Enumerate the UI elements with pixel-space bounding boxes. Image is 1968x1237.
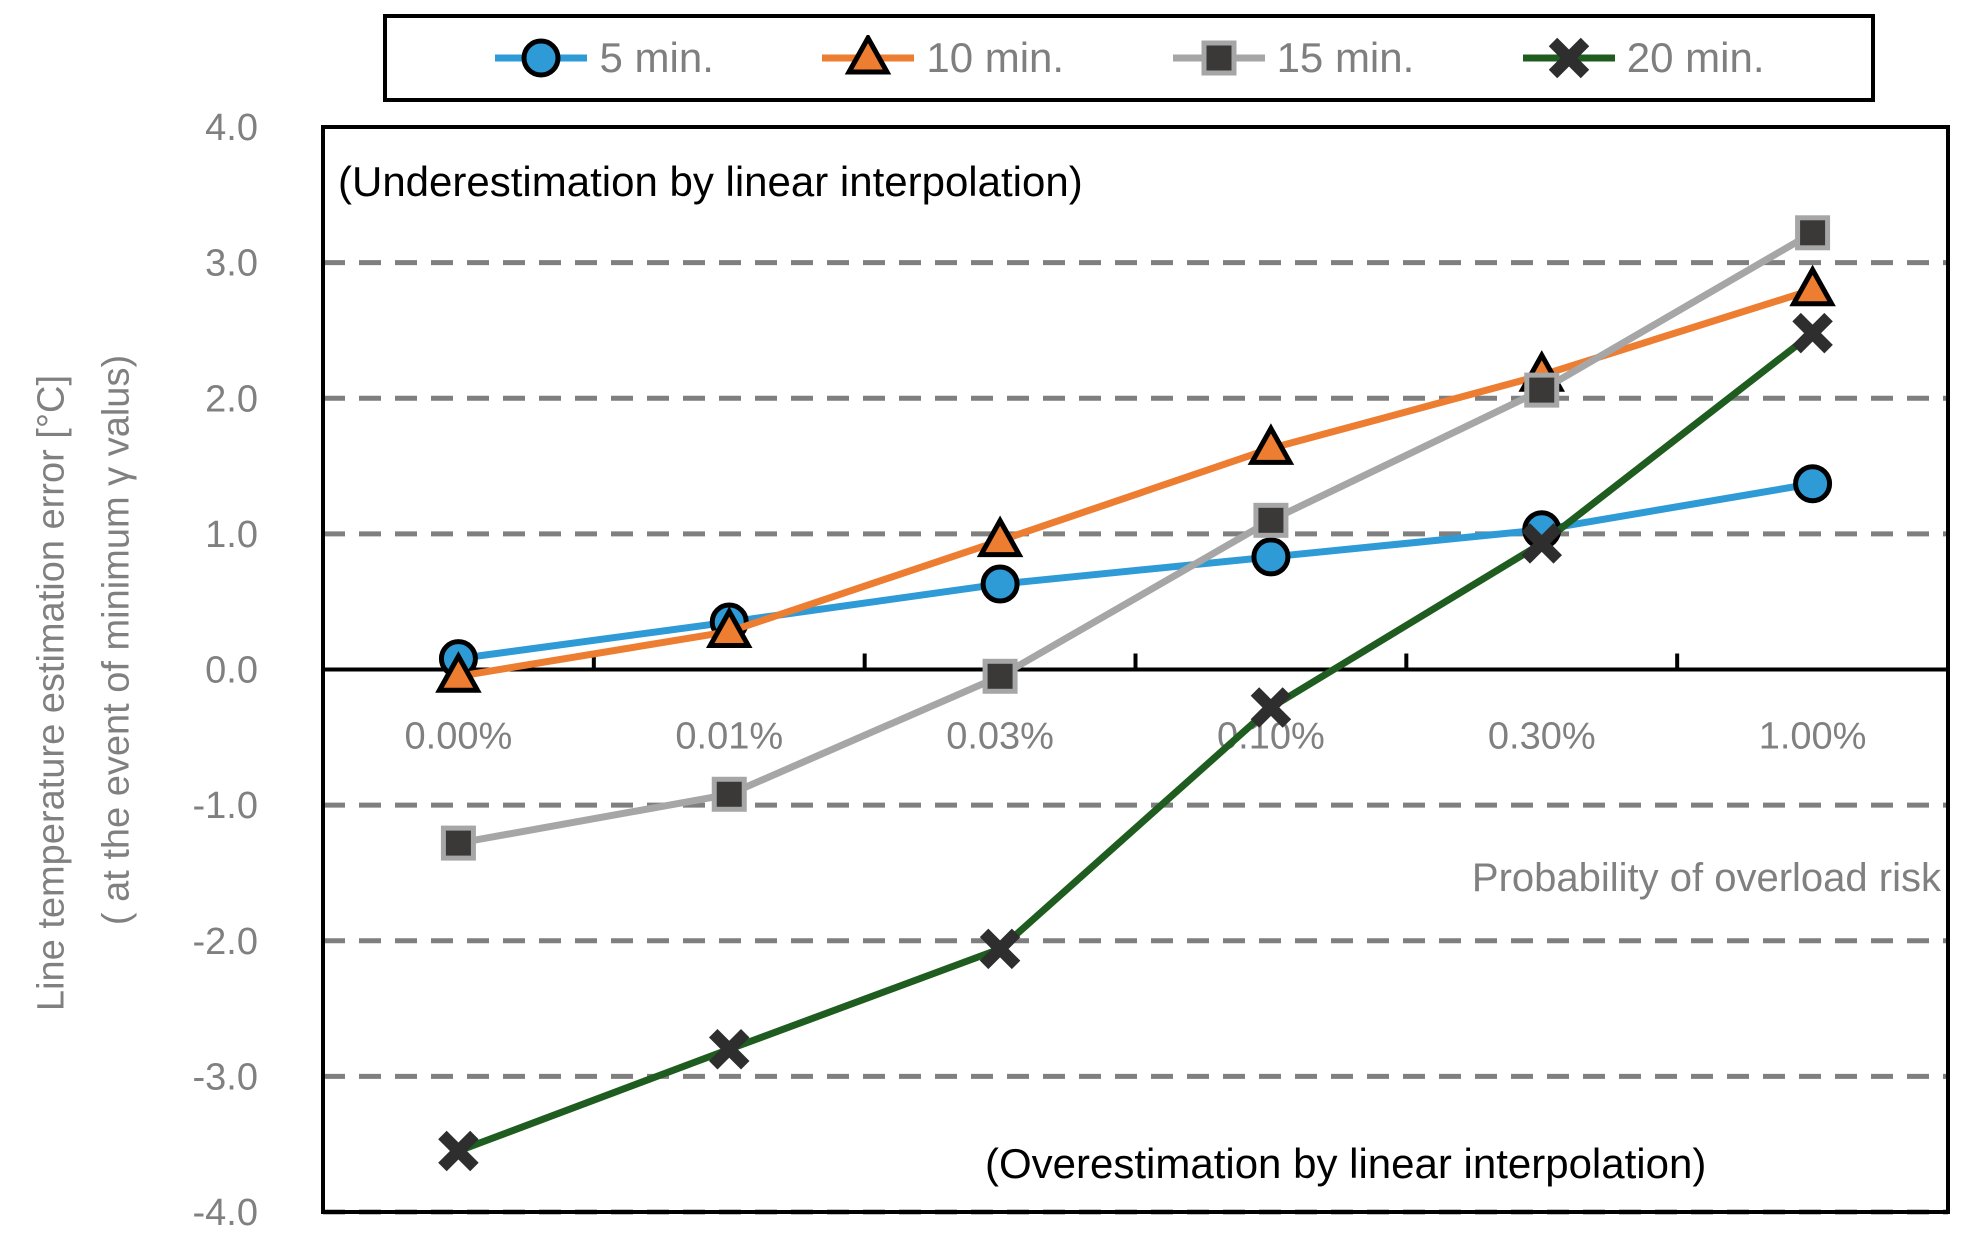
marker-x <box>438 1130 479 1172</box>
marker-square <box>1524 372 1560 408</box>
x-legend-icon <box>1522 37 1615 79</box>
marker-triangle <box>1789 264 1836 307</box>
legend-label: 5 min. <box>599 34 714 81</box>
square-legend-icon <box>1172 40 1265 76</box>
y-tick-label: -3.0 <box>193 1056 258 1098</box>
marker-square <box>982 658 1018 694</box>
y-tick-label: -2.0 <box>193 921 258 963</box>
series-line-x <box>457 330 1815 1155</box>
y-tick-label: 2.0 <box>205 378 258 420</box>
marker-triangle <box>1247 423 1295 465</box>
x-tick-label: 1.00% <box>1759 716 1867 758</box>
x-axis-title: Probability of overload risk <box>1471 856 1941 900</box>
marker-triangle <box>976 515 1024 558</box>
series-line-circle <box>457 480 1814 663</box>
annotation-underestimation: (Underestimation by linear interpolation… <box>338 158 1083 205</box>
y-tick-label: 1.0 <box>205 514 258 556</box>
marker-circle <box>980 564 1020 604</box>
triangle-legend-icon <box>822 35 915 75</box>
x-tick-label: 0.30% <box>1488 716 1596 758</box>
marker-square <box>440 825 476 861</box>
marker-x <box>1548 37 1590 79</box>
marker-triangle <box>845 35 892 75</box>
y-tick-label: 0.0 <box>205 650 258 692</box>
marker-circle <box>1251 537 1291 577</box>
legend-item-5-min-: 5 min. <box>493 34 714 82</box>
marker-x <box>1792 312 1833 354</box>
marker-square <box>1201 40 1237 76</box>
x-tick-label: 0.03% <box>946 716 1054 758</box>
legend: 5 min. 10 min. 15 min. 20 min. <box>383 14 1875 102</box>
marker-square <box>711 776 747 812</box>
legend-label: 20 min. <box>1626 34 1765 81</box>
annotation-overestimation: (Overestimation by linear interpolation) <box>985 1140 1707 1187</box>
y-axis-title-line1: Line temperature estimation error [°C] <box>30 374 73 1012</box>
marker-triangle <box>705 606 753 649</box>
marker-square <box>1795 215 1831 251</box>
marker-square <box>1253 502 1289 538</box>
y-axis-title-line2: ( at the event of minimum γ valus) <box>95 354 138 926</box>
legend-label: 15 min. <box>1276 34 1415 81</box>
y-tick-label: 4.0 <box>205 107 258 149</box>
legend-label: 10 min. <box>926 34 1065 81</box>
marker-triangle <box>435 651 482 693</box>
marker-x <box>1250 687 1292 728</box>
x-tick-label: 0.00% <box>405 716 513 758</box>
y-tick-label: 3.0 <box>205 243 258 285</box>
marker-x <box>1521 523 1562 564</box>
marker-circle <box>521 38 561 78</box>
marker-x <box>709 1029 750 1070</box>
y-tick-label: -1.0 <box>193 785 258 827</box>
marker-circle <box>1793 464 1833 504</box>
x-tick-label: 0.01% <box>675 716 783 758</box>
y-tick-label: -4.0 <box>193 1192 258 1234</box>
legend-item-15-min-: 15 min. <box>1171 34 1415 82</box>
marker-x <box>979 928 1021 970</box>
series-line-square <box>457 229 1815 847</box>
legend-item-20-min-: 20 min. <box>1521 34 1765 82</box>
legend-item-10-min-: 10 min. <box>820 34 1064 82</box>
circle-legend-icon <box>495 38 588 78</box>
